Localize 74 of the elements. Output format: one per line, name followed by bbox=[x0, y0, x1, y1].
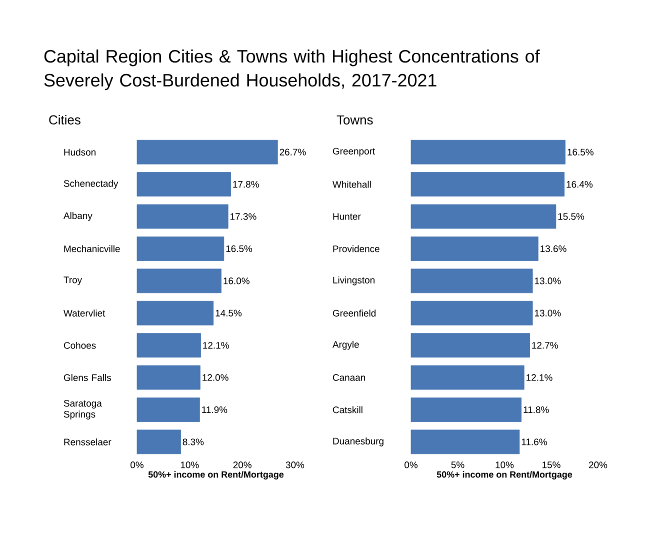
x-tick-label: 10% bbox=[180, 462, 199, 468]
y-tick-label: Watervliet bbox=[64, 310, 106, 317]
data-label: 16.5% bbox=[568, 148, 594, 156]
data-label: 12.1% bbox=[526, 374, 552, 381]
x-axis-title: 50%+ income on Rent/Mortgage bbox=[436, 471, 572, 480]
chart-title: Capital Region Cities & Towns with Highest Concentrations of Severely Cost-Burdened Households, 2017-2021 bbox=[44, 50, 540, 90]
bar bbox=[410, 236, 538, 261]
chart-title: Towns bbox=[336, 115, 373, 124]
bar bbox=[410, 333, 530, 358]
data-label: 17.8% bbox=[233, 180, 259, 188]
x-tick-label: 0% bbox=[404, 462, 418, 468]
data-label: 14.5% bbox=[216, 310, 242, 316]
data-label: 26.7% bbox=[280, 148, 306, 156]
data-label: 11.8% bbox=[524, 406, 549, 414]
x-tick-label: 20% bbox=[589, 462, 608, 468]
bar bbox=[410, 268, 533, 294]
y-tick-label: Glens Falls bbox=[64, 374, 111, 381]
y-tick-label: Mechanicville bbox=[64, 245, 120, 252]
y-tick-label: Saratoga Springs bbox=[64, 400, 102, 420]
bar bbox=[410, 365, 524, 390]
x-tick-label: 5% bbox=[451, 462, 464, 468]
chart-subtitle: Cities bbox=[49, 114, 80, 124]
data-label: 12.7% bbox=[532, 342, 558, 349]
data-label: 8.3% bbox=[182, 438, 204, 446]
bar bbox=[136, 172, 231, 197]
y-tick-label: Troy bbox=[64, 276, 82, 286]
bar bbox=[136, 430, 181, 454]
bar bbox=[136, 300, 214, 326]
bar bbox=[136, 333, 201, 358]
data-label: 12.0% bbox=[202, 374, 228, 381]
data-label: 11.6% bbox=[522, 438, 547, 446]
x-axis-title: 50%+ income on Rent/Mortgage bbox=[148, 471, 284, 480]
bar bbox=[410, 398, 522, 422]
y-tick-label: Providence bbox=[333, 245, 380, 252]
y-tick-label: Catskill bbox=[332, 406, 362, 414]
data-label: 17.3% bbox=[230, 213, 256, 220]
bar bbox=[410, 172, 565, 197]
y-tick-label: Argyle bbox=[332, 340, 359, 350]
data-label: 16.5% bbox=[226, 245, 252, 252]
y-tick-label: Hudson bbox=[64, 148, 96, 156]
x-tick-label: 0% bbox=[130, 462, 144, 468]
bar bbox=[410, 300, 533, 326]
data-label: 12.1% bbox=[203, 342, 229, 349]
y-tick-label: Hunter bbox=[333, 213, 361, 220]
bar bbox=[136, 204, 228, 229]
y-tick-label: Cohoes bbox=[64, 342, 96, 349]
y-tick-label: Rensselaer bbox=[64, 438, 112, 446]
y-tick-label: Duanesburg bbox=[333, 438, 384, 446]
data-label: 16.4% bbox=[566, 180, 593, 188]
y-tick-label: Albany bbox=[63, 212, 92, 221]
data-label: 13.0% bbox=[534, 278, 561, 284]
x-tick-label: 20% bbox=[233, 462, 252, 468]
y-tick-label: Canaan bbox=[332, 374, 366, 381]
data-label: 13.0% bbox=[534, 310, 561, 316]
data-label: 15.5% bbox=[558, 213, 584, 220]
data-label: 13.6% bbox=[540, 245, 566, 252]
bar bbox=[410, 140, 566, 164]
y-tick-label: Whitehall bbox=[332, 180, 371, 188]
x-tick-label: 10% bbox=[496, 462, 514, 468]
bar bbox=[136, 365, 200, 390]
bar bbox=[136, 140, 278, 164]
y-tick-label: Livingston bbox=[333, 276, 374, 286]
y-tick-label: Greenport bbox=[332, 148, 376, 156]
bar bbox=[136, 268, 222, 294]
data-label: 11.9% bbox=[202, 406, 228, 414]
y-tick-label: Greenfield bbox=[332, 310, 376, 317]
bar bbox=[410, 430, 520, 454]
bar bbox=[136, 236, 224, 261]
x-tick-label: 30% bbox=[286, 462, 304, 468]
data-label: 16.0% bbox=[224, 278, 250, 284]
x-tick-label: 15% bbox=[542, 462, 560, 468]
bar bbox=[410, 204, 556, 229]
y-tick-label: Schenectady bbox=[64, 180, 118, 189]
bar bbox=[136, 398, 200, 422]
